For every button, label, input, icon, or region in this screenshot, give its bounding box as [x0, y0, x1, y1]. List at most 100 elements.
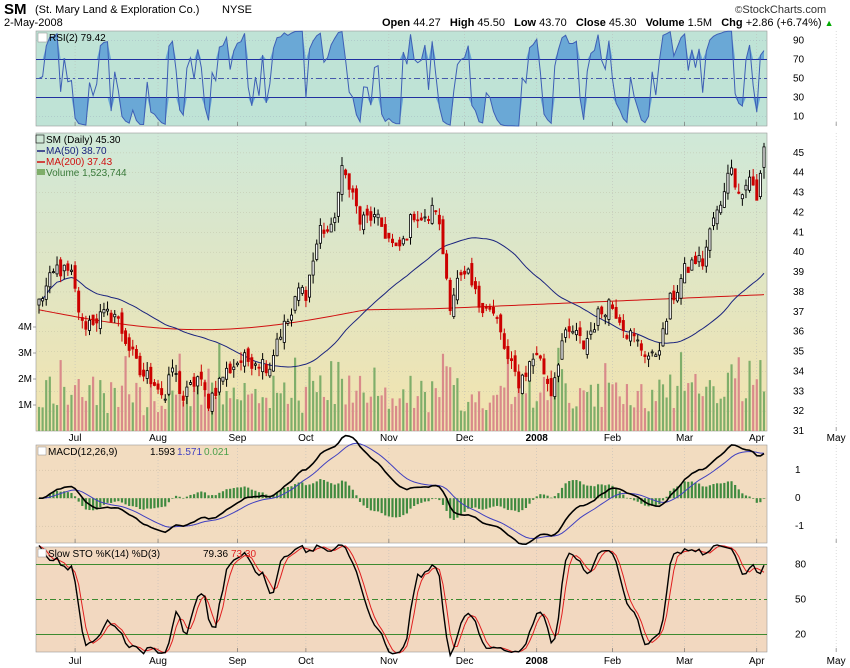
- candle-body: [715, 209, 719, 225]
- volume-bar: [131, 402, 134, 431]
- volume-bar: [705, 386, 708, 431]
- volume-bar: [315, 392, 318, 431]
- candle-body: [596, 308, 600, 326]
- candle-body: [463, 270, 467, 275]
- macd-histogram-bar: [128, 498, 131, 506]
- volume-bar: [225, 390, 228, 431]
- volume-bar: [229, 398, 232, 431]
- volume-bar: [283, 382, 286, 431]
- close-value: 45.30: [608, 17, 637, 29]
- volume-bar: [189, 406, 192, 431]
- candle-body: [246, 348, 250, 362]
- macd-histogram-bar: [611, 485, 614, 499]
- macd-histogram-bar: [762, 498, 766, 499]
- volume-bar: [557, 347, 560, 431]
- volume-bar: [463, 411, 466, 431]
- candle-body: [271, 355, 275, 372]
- candle-body: [239, 360, 243, 363]
- volume-bar: [441, 353, 445, 431]
- macd-histogram-bar: [539, 494, 542, 499]
- brand-logo[interactable]: ©StockCharts.com: [735, 4, 826, 16]
- candle-body: [405, 238, 409, 241]
- x-tick-label: 2008: [526, 433, 549, 444]
- x-tick-label: Aug: [149, 433, 167, 444]
- volume-bar: [611, 384, 614, 431]
- volume-bar: [416, 396, 419, 431]
- quote-date: 2-May-2008: [4, 17, 63, 29]
- candle-body: [37, 298, 41, 306]
- candle-body: [145, 370, 149, 379]
- x-tick-label: Apr: [749, 433, 765, 444]
- price-tick-label: 38: [793, 287, 805, 298]
- macd-histogram-bar: [589, 485, 592, 499]
- macd-histogram-bar: [495, 498, 499, 506]
- macd-histogram-bar: [658, 498, 661, 505]
- macd-histogram-bar: [701, 486, 704, 499]
- candle-body: [578, 327, 582, 336]
- candle-body: [614, 306, 618, 319]
- candle-body: [719, 204, 723, 214]
- macd-histogram-bar: [636, 498, 639, 502]
- macd-histogram-bar: [66, 492, 69, 499]
- macd-histogram-bar: [290, 486, 293, 499]
- macd-hist-value-label: 0.021: [204, 447, 229, 458]
- volume-bar: [625, 384, 629, 431]
- macd-histogram-bar: [402, 498, 405, 516]
- macd-histogram-bar: [207, 495, 210, 499]
- candle-body: [726, 172, 730, 194]
- volume-bar: [290, 397, 293, 431]
- candle-body: [491, 306, 495, 314]
- ma50-legend-label: MA(50) 38.70: [46, 146, 107, 157]
- volume-bar: [600, 406, 603, 431]
- volume-bar: [633, 407, 636, 431]
- candle-body: [412, 213, 416, 221]
- sto-k-line: [38, 544, 765, 658]
- macd-legend-label: MACD(12,26,9): [48, 447, 117, 458]
- volume-bar: [110, 382, 113, 431]
- candle-body: [134, 349, 138, 359]
- price-tick-label: 39: [793, 267, 805, 278]
- volume-bar: [81, 397, 84, 431]
- volume-bar: [174, 394, 178, 431]
- candle-body: [657, 350, 661, 356]
- volume-bar: [697, 393, 701, 431]
- candle-body: [672, 290, 676, 301]
- macd-histogram-bar: [351, 489, 354, 499]
- candle-body: [524, 372, 528, 377]
- volume-bar: [243, 382, 246, 431]
- candle-body: [160, 388, 164, 396]
- candle-body: [250, 357, 254, 369]
- macd-tick-label: -1: [795, 521, 804, 532]
- macd-histogram-bar: [92, 498, 95, 511]
- volume-bar: [452, 385, 455, 431]
- x-tick-label: May: [827, 656, 846, 667]
- macd-histogram-bar: [243, 486, 246, 499]
- candle-body: [592, 329, 596, 333]
- volume-bar: [312, 380, 315, 431]
- macd-histogram-bar: [708, 485, 711, 499]
- volume-bar: [232, 387, 235, 431]
- macd-histogram-bar: [586, 485, 589, 499]
- volume-bar: [661, 384, 665, 431]
- candle-body: [297, 287, 301, 301]
- macd-histogram-bar: [625, 497, 629, 499]
- candle-body: [488, 306, 492, 310]
- volume-bar: [373, 367, 376, 431]
- macd-histogram-bar: [178, 496, 181, 499]
- volume-bar: [171, 390, 174, 431]
- macd-histogram-bar: [550, 497, 553, 499]
- macd-histogram-bar: [203, 492, 207, 499]
- candle-body: [380, 217, 384, 227]
- candle-body: [48, 272, 52, 288]
- candle-body: [268, 368, 272, 377]
- macd-histogram-bar: [416, 498, 419, 505]
- candle-body: [618, 317, 622, 323]
- candle-body: [308, 274, 312, 298]
- volume-bar: [654, 401, 657, 431]
- volume-bar: [629, 405, 632, 431]
- volume-bar: [376, 395, 380, 431]
- volume-bar: [723, 396, 726, 431]
- macd-panel: [35, 444, 768, 544]
- macd-histogram-bar: [250, 489, 253, 499]
- macd-histogram-bar: [622, 494, 625, 499]
